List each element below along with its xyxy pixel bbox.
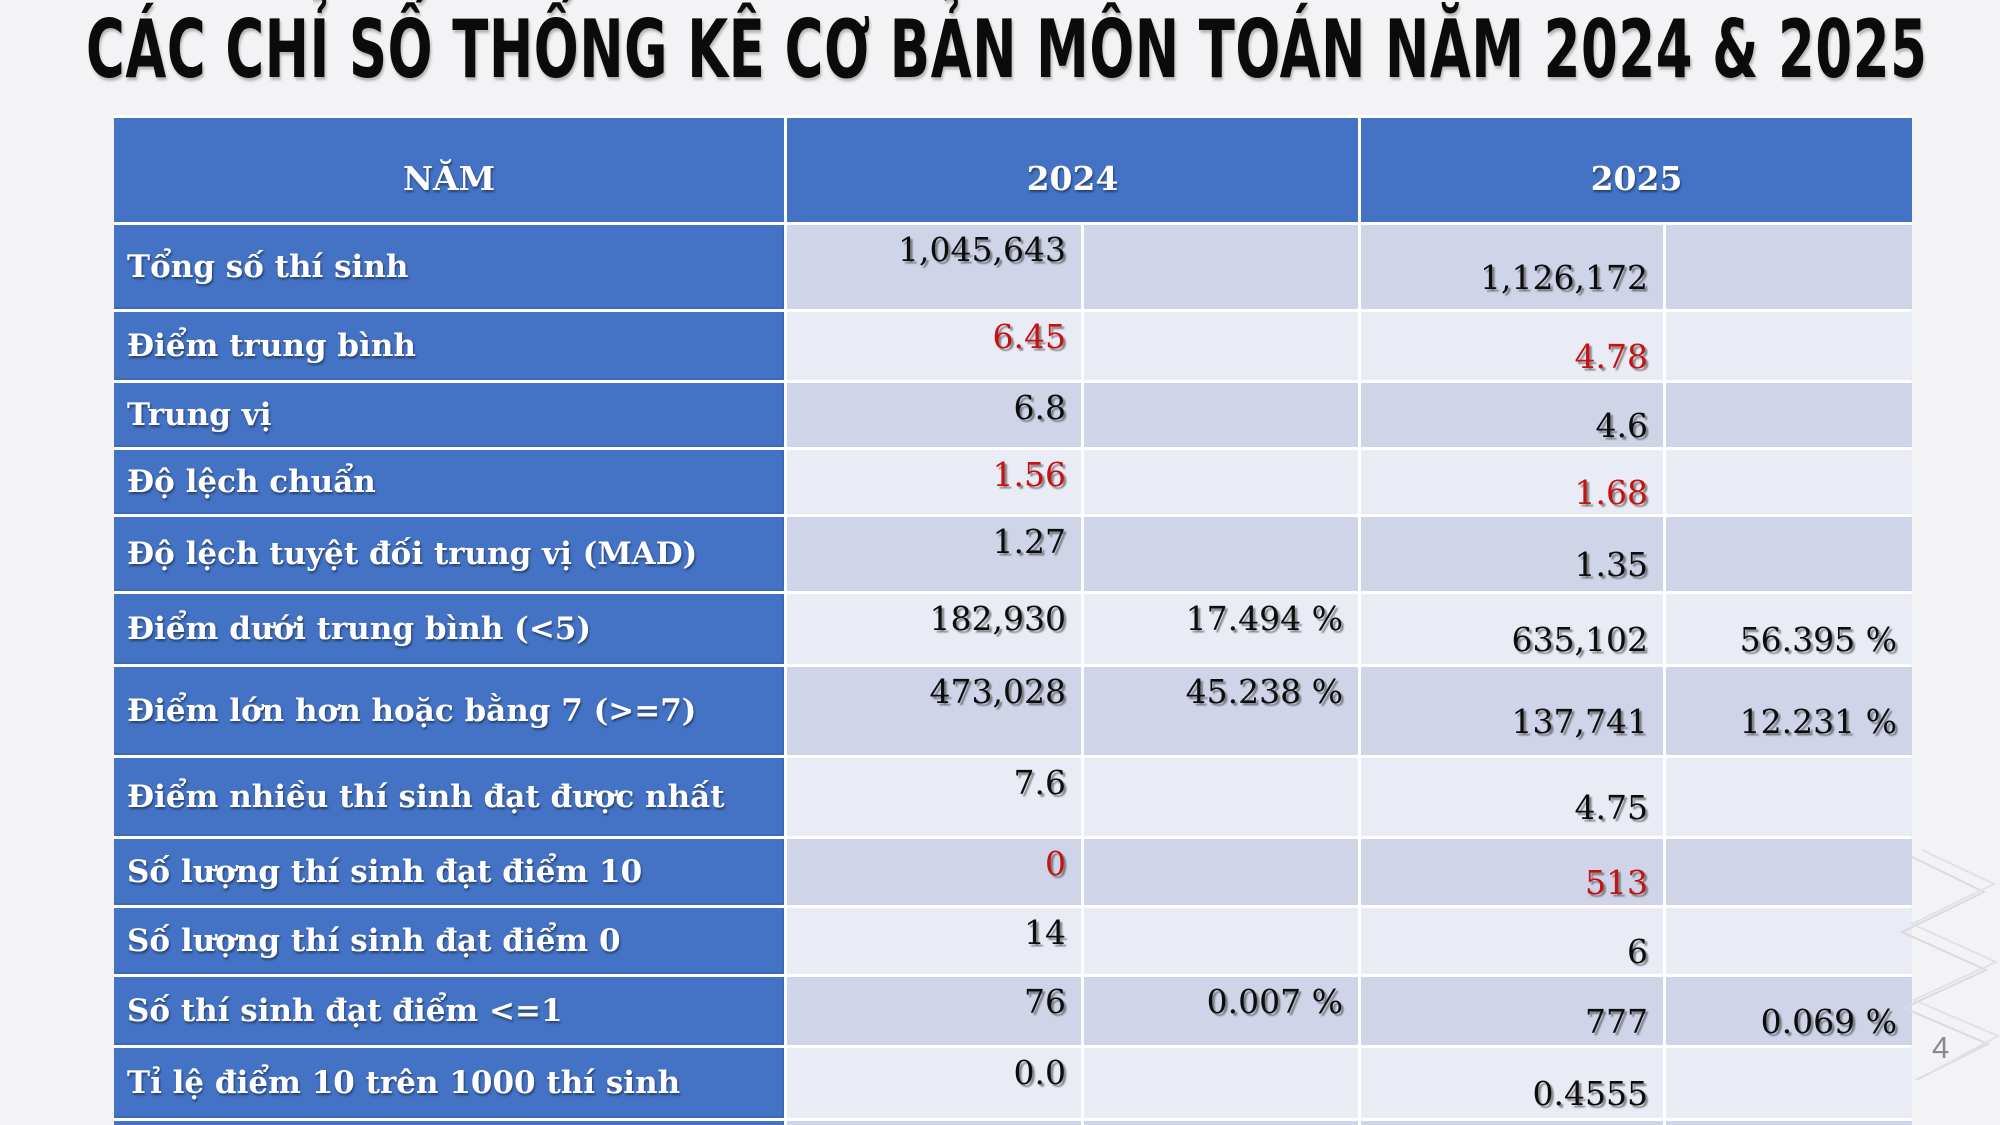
value-cell-2025: 513 [1361,839,1663,905]
percent-cell-2025 [1666,450,1912,514]
table-header-2024: 2024 [787,118,1358,222]
value-cell-2024: 1.27 [787,517,1081,591]
row-label-cell: Số lượng thí sinh đạt điểm 10 [114,839,784,905]
table-row-partial-cell [1361,1121,1663,1125]
value-cell-2025: 1,126,172 [1361,225,1663,309]
percent-cell-2024 [1084,450,1358,514]
value-cell-2024: 473,028 [787,667,1081,755]
row-label-cell: Số lượng thí sinh đạt điểm 0 [114,908,784,974]
percent-cell-2025 [1666,1048,1912,1118]
table-row-partial-cell [1666,1121,1912,1125]
row-label-cell: Điểm nhiều thí sinh đạt được nhất [114,758,784,836]
value-cell-2025: 635,102 [1361,594,1663,664]
value-cell-2024: 6.45 [787,312,1081,380]
value-cell-2024: 7.6 [787,758,1081,836]
percent-cell-2025: 12.231 % [1666,667,1912,755]
value-cell-2025: 0.4555 [1361,1048,1663,1118]
table-row-partial-cell [787,1121,1081,1125]
value-cell-2025: 137,741 [1361,667,1663,755]
percent-cell-2024 [1084,225,1358,309]
row-label-cell: Số thí sinh đạt điểm <=1 [114,977,784,1045]
percent-cell-2024: 0.007 % [1084,977,1358,1045]
zigzag-decoration [1899,849,2000,1081]
value-cell-2025: 4.75 [1361,758,1663,836]
value-cell-2024: 76 [787,977,1081,1045]
value-cell-2025: 777 [1361,977,1663,1045]
percent-cell-2025 [1666,383,1912,447]
value-cell-2024: 14 [787,908,1081,974]
row-label-cell: Độ lệch tuyệt đối trung vị (MAD) [114,517,784,591]
row-label-cell: Trung vị [114,383,784,447]
table-header-2025: 2025 [1361,118,1912,222]
table-row-partial-cell [114,1121,784,1125]
value-cell-2024: 1,045,643 [787,225,1081,309]
table-row-partial-cell [1084,1121,1358,1125]
value-cell-2024: 0 [787,839,1081,905]
slide-title: CÁC CHỈ SỐ THỐNG KÊ CƠ BẢN MÔN TOÁN NĂM … [86,3,1928,96]
row-label-cell: Điểm lớn hơn hoặc bằng 7 (>=7) [114,667,784,755]
row-label-cell: Điểm dưới trung bình (<5) [114,594,784,664]
percent-cell-2024 [1084,383,1358,447]
value-cell-2025: 1.35 [1361,517,1663,591]
percent-cell-2024 [1084,758,1358,836]
table-header-year: NĂM [114,118,784,222]
percent-cell-2024 [1084,517,1358,591]
value-cell-2025: 6 [1361,908,1663,974]
percent-cell-2025 [1666,758,1912,836]
percent-cell-2025 [1666,908,1912,974]
value-cell-2025: 4.78 [1361,312,1663,380]
value-cell-2025: 4.6 [1361,383,1663,447]
row-label-cell: Độ lệch chuẩn [114,450,784,514]
row-label-cell: Điểm trung bình [114,312,784,380]
row-label-cell: Tổng số thí sinh [114,225,784,309]
value-cell-2025: 1.68 [1361,450,1663,514]
percent-cell-2025 [1666,225,1912,309]
value-cell-2024: 182,930 [787,594,1081,664]
percent-cell-2024: 45.238 % [1084,667,1358,755]
percent-cell-2024: 17.494 % [1084,594,1358,664]
percent-cell-2025: 0.069 % [1666,977,1912,1045]
value-cell-2024: 1.56 [787,450,1081,514]
percent-cell-2024 [1084,908,1358,974]
percent-cell-2024 [1084,1048,1358,1118]
percent-cell-2025 [1666,312,1912,380]
page-number: 4 [1932,1030,1950,1065]
percent-cell-2025 [1666,517,1912,591]
percent-cell-2024 [1084,839,1358,905]
statistics-table: NĂM 2024 2025 Tổng số thí sinh 1,045,643 1… [114,115,1912,1125]
percent-cell-2025 [1666,839,1912,905]
value-cell-2024: 6.8 [787,383,1081,447]
percent-cell-2025: 56.395 % [1666,594,1912,664]
row-label-cell: Tỉ lệ điểm 10 trên 1000 thí sinh [114,1048,784,1118]
value-cell-2024: 0.0 [787,1048,1081,1118]
percent-cell-2024 [1084,312,1358,380]
